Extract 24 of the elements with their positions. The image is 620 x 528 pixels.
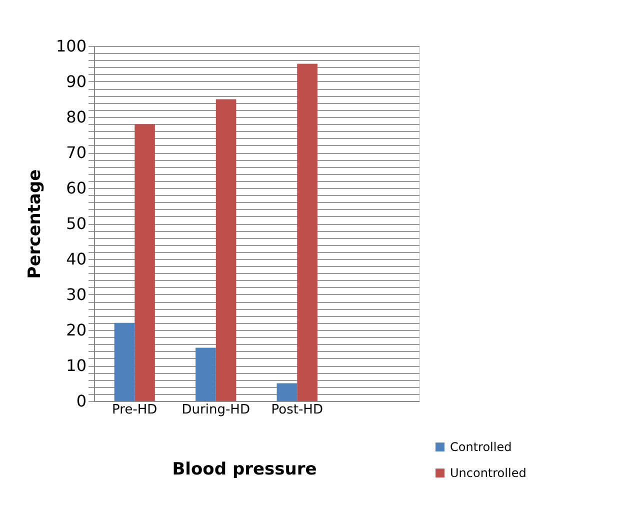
y-tick-label: 0 (76, 392, 86, 410)
y-tick-label: 90 (66, 72, 86, 91)
legend-label: Uncontrolled (450, 466, 526, 480)
y-tick-label: 70 (66, 143, 86, 162)
bar (196, 348, 216, 401)
y-tick-label: 10 (66, 356, 86, 375)
bar (276, 383, 298, 401)
y-tick-label: 50 (66, 214, 86, 233)
x-axis-title: Blood pressure (172, 460, 317, 480)
bar (297, 64, 318, 401)
bar (216, 99, 236, 401)
y-axis-title: Percentage (24, 169, 45, 279)
y-tick-label: 30 (66, 285, 86, 304)
bar (114, 322, 135, 401)
y-tick-label: 100 (56, 36, 86, 56)
y-tick-label: 20 (66, 320, 86, 340)
y-tick-label: 60 (66, 178, 86, 198)
y-tick-label: 40 (66, 250, 86, 268)
legend-label: Controlled (450, 440, 512, 454)
x-tick-label: Post-HD (271, 402, 323, 418)
x-tick-label: Pre-HD (112, 402, 158, 418)
bar (134, 124, 155, 401)
x-tick-label: During-HD (182, 402, 250, 418)
y-tick-label: 80 (66, 108, 86, 126)
